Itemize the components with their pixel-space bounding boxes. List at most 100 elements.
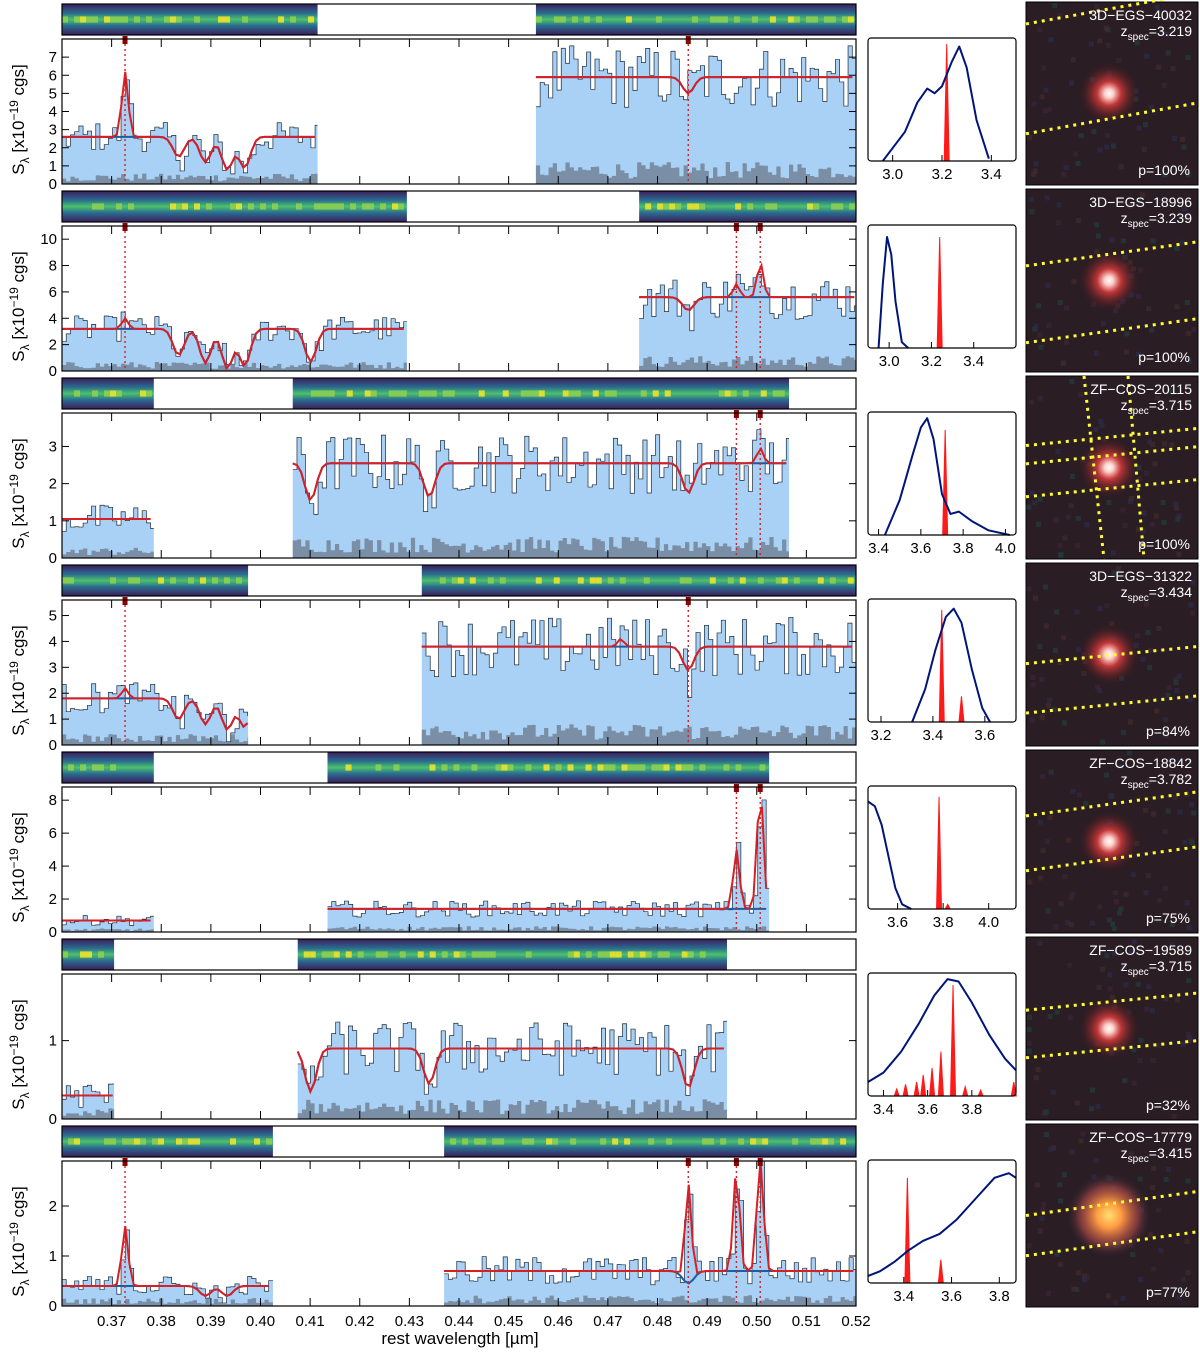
strip-trace-pixel: [639, 764, 646, 771]
thumbnail-noise: [1046, 702, 1052, 708]
strip-trace-pixel: [840, 1138, 847, 1145]
strip-trace-pixel: [742, 390, 749, 397]
strip-trace-pixel: [322, 390, 329, 397]
zphot-spike: [893, 1087, 900, 1097]
strip-trace-pixel: [657, 951, 664, 958]
thumbnail-noise: [1069, 378, 1075, 384]
thumbnail-noise: [1113, 890, 1119, 896]
strip-trace-pixel: [393, 764, 400, 771]
thumbnail-noise: [1037, 496, 1043, 502]
strip-trace-pixel: [80, 764, 86, 771]
thumbnail-noise: [1165, 692, 1171, 698]
slit-outline: [1025, 317, 1199, 345]
strip-trace-pixel: [525, 951, 532, 958]
strip-trace-pixel: [134, 16, 140, 23]
strip-trace-pixel: [604, 390, 611, 397]
thumbnail-noise: [1141, 510, 1147, 516]
thumbnail-noise: [1038, 344, 1044, 350]
slit-outline: [1025, 240, 1199, 268]
thumbnail-noise: [1039, 1216, 1045, 1222]
line-marker-tab: [757, 223, 763, 231]
thumbnail-noise: [1186, 925, 1192, 931]
thumbnail-noise: [1170, 66, 1176, 72]
strip-trace-pixel: [532, 390, 539, 397]
zphot-spike: [942, 429, 949, 536]
strip-trace-pixel: [639, 951, 646, 958]
thumbnail-noise: [1105, 1293, 1111, 1299]
spectrum-panel: 0 1 2 3 4 5 Sλ [x10−19 cgs] 3.2 3.4 3.6 3D−EGS−313…: [7, 562, 1199, 754]
strip-trace-pixel: [128, 1138, 134, 1145]
strip-trace-pixel: [480, 1138, 487, 1145]
thumbnail-noise: [1151, 1165, 1157, 1171]
y-tick-label: 6: [49, 825, 57, 842]
thumbnail-noise: [1034, 1182, 1040, 1188]
strip-trace-pixel: [474, 1138, 481, 1145]
thumbnail-noise: [1063, 165, 1069, 171]
galaxy-image: [1079, 437, 1139, 498]
pdf-curve: [882, 45, 990, 162]
strip-trace-pixel: [585, 764, 592, 771]
strip-frame: [61, 751, 857, 784]
strip-trace-pixel: [657, 764, 664, 771]
thumbnail-noise: [1026, 1242, 1032, 1248]
thumbnail-noise: [1121, 965, 1127, 971]
thumbnail-noise: [1041, 1201, 1047, 1207]
strip-frame: [61, 377, 857, 410]
thumbnail-noise: [1026, 504, 1032, 510]
thumbnail-noise: [1187, 696, 1193, 702]
noise-fill: [327, 926, 770, 932]
probability-label: p=100%: [1138, 349, 1190, 365]
thumbnail-noise: [1075, 515, 1081, 521]
spectrum-fill: [327, 799, 770, 932]
strip-trace-pixel: [104, 1138, 110, 1145]
thumbnail-noise: [1169, 942, 1175, 948]
y-axis-label: Sλ [x10−19 cgs]: [7, 251, 32, 361]
strip-trace-pixel: [176, 203, 182, 210]
strip-trace-pixel: [702, 1138, 709, 1145]
spectrum-fill: [297, 1021, 727, 1119]
slit-outline: [1025, 694, 1199, 715]
strip-trace-pixel: [568, 390, 575, 397]
thumbnail-noise: [1061, 720, 1067, 726]
spectrum-fill: [444, 1161, 856, 1306]
object-name: ZF−COS−19589: [1089, 942, 1192, 958]
x-tick-label: 0.45: [494, 1313, 523, 1330]
thumbnail-noise: [1128, 948, 1134, 954]
strip-trace-pixel: [487, 577, 494, 584]
strip-trace-pixel: [375, 764, 382, 771]
strip-trace-pixel: [146, 16, 152, 23]
y-tick-label: 2: [49, 685, 57, 702]
strip-trace-pixel: [176, 16, 182, 23]
thumbnail-noise: [1186, 1038, 1192, 1044]
strip-trace-pixel: [200, 577, 206, 584]
zspec-label: zspec=3.782: [1121, 771, 1193, 791]
thumbnail-noise: [1048, 1146, 1054, 1152]
strip-trace-pixel: [62, 951, 68, 958]
thumbnail-noise: [1070, 57, 1076, 63]
thumbnail-noise: [1173, 677, 1179, 683]
thumbnail-noise: [1174, 688, 1180, 694]
line-marker-tab: [685, 36, 691, 44]
thumbnail-noise: [1172, 794, 1178, 800]
best-fit-model-line: [62, 686, 249, 732]
zphot-spike: [920, 1074, 927, 1097]
pdf-curve: [867, 1172, 1017, 1277]
spectrum-panel: 0 1 Sλ [x10−19 cgs] 3.4 3.6 3.8 ZF−COS−19589zs…: [7, 936, 1199, 1128]
strip-trace-pixel: [116, 203, 122, 210]
strip-trace-pixel: [699, 203, 706, 210]
thumbnail-noise: [1033, 595, 1039, 601]
thumbnail-noise: [1180, 239, 1186, 245]
thumbnail-noise: [1116, 566, 1122, 572]
thumbnail-noise: [1107, 917, 1113, 923]
thumbnail-noise: [1091, 129, 1097, 135]
thumbnail-noise: [1127, 719, 1133, 725]
thumbnail-noise: [1150, 811, 1156, 817]
y-tick-label: 5: [49, 85, 57, 102]
line-marker-tab: [757, 784, 763, 792]
thumbnail-noise: [1053, 517, 1059, 523]
thumbnail-noise: [1165, 50, 1171, 56]
strip-segment: [62, 1126, 273, 1157]
pdf-curve: [867, 800, 912, 910]
strip-trace-pixel: [589, 577, 596, 584]
